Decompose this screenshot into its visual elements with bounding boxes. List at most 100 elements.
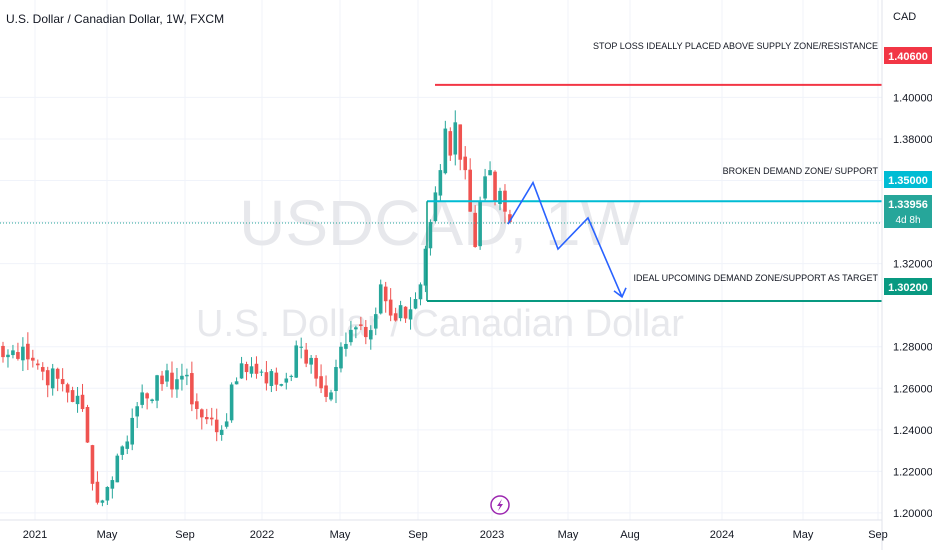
candle-body	[70, 390, 75, 402]
candle-body	[314, 357, 318, 379]
candle-body	[219, 429, 224, 435]
candle-body	[339, 346, 343, 369]
candle-body	[6, 354, 10, 358]
candle-body	[175, 379, 179, 390]
candle-body	[294, 345, 299, 378]
grid	[0, 0, 882, 520]
price-tick: 1.32000	[893, 259, 932, 271]
candle-body	[438, 170, 443, 196]
candle-body	[50, 368, 55, 389]
candle-body	[110, 480, 115, 489]
candle-body	[180, 375, 184, 380]
candle-body	[16, 352, 20, 359]
candle-body	[60, 379, 65, 385]
candle-body	[289, 375, 294, 377]
candle-body	[170, 372, 174, 390]
candle-body	[274, 372, 279, 385]
symbol-title[interactable]: U.S. Dollar / Canadian Dollar, 1W, FXCM	[6, 12, 225, 26]
candle-body	[21, 346, 25, 361]
candle-body	[269, 371, 274, 386]
candle-body	[195, 401, 199, 409]
candle-body	[259, 371, 264, 373]
broken-demand-tag-label: 1.35000	[888, 175, 928, 187]
projection-line	[507, 180, 623, 298]
candle-body	[488, 170, 492, 176]
candle-body	[349, 329, 353, 343]
candle-body	[229, 384, 234, 421]
event-marker[interactable]	[490, 495, 510, 515]
price-tick: 1.20000	[893, 508, 932, 520]
lightning-bolt	[497, 499, 503, 511]
stop-loss-tag-label: 1.40600	[888, 51, 928, 63]
candle-body	[334, 366, 338, 392]
candle-body	[493, 171, 497, 202]
candle-body	[413, 299, 418, 309]
price-tick: 1.22000	[893, 466, 932, 478]
candle-body	[80, 394, 85, 410]
price-tick: 1.38000	[893, 134, 932, 146]
candle-body	[120, 446, 125, 455]
price-tick: 1.24000	[893, 425, 932, 437]
candle-body	[31, 357, 35, 361]
watermark-name: U.S. Dollar / Canadian Dollar	[196, 303, 684, 345]
levels	[0, 83, 882, 303]
candle-body	[264, 372, 269, 384]
candle-body	[383, 286, 388, 302]
current-price-tag	[884, 195, 932, 228]
target-tag-label: 1.30200	[888, 282, 928, 294]
candle-body	[458, 124, 463, 160]
candle-body	[214, 419, 219, 433]
candle-body	[329, 392, 333, 400]
candle-body	[344, 343, 348, 349]
candle-body	[224, 421, 229, 427]
time-tick: Sep	[408, 529, 428, 541]
candle-body	[160, 375, 164, 385]
candle-body	[508, 214, 512, 223]
candle-body	[378, 284, 383, 314]
candle-body	[209, 417, 214, 420]
candle-body	[418, 284, 423, 300]
candle-body	[11, 350, 15, 356]
time-tick: 2022	[250, 529, 274, 541]
candle-body	[393, 313, 398, 321]
time-tick: 2024	[710, 529, 734, 541]
candle-body	[254, 363, 259, 374]
time-tick: 2021	[23, 529, 47, 541]
candle-body	[324, 385, 328, 397]
price-tick: 1.28000	[893, 342, 932, 354]
watermark: USDCAD, 1W U.S. Dollar / Canadian Dollar	[196, 187, 684, 345]
candle-body	[1, 345, 5, 358]
candle-body	[473, 212, 477, 247]
time-tick: Aug	[620, 529, 640, 541]
candles	[1, 110, 512, 507]
candle-body	[388, 299, 393, 316]
candle-body	[468, 169, 472, 212]
candle-body	[234, 381, 239, 385]
candle-body	[145, 393, 149, 399]
time-tick: May	[97, 529, 118, 541]
candle-body	[130, 417, 135, 445]
candle-body	[55, 368, 60, 379]
annotations: STOP LOSS IDEALLY PLACED ABOVE SUPPLY ZO…	[593, 41, 878, 283]
time-axis[interactable]: 2021 May Sep 2022 May Sep 2023 May Aug 2024 May Sep	[0, 519, 888, 541]
candle-body	[403, 306, 408, 319]
candle-body	[65, 384, 70, 393]
countdown-label: 4d 8h	[895, 215, 920, 226]
candle-body	[299, 346, 303, 348]
candle-body	[140, 392, 144, 405]
candle-body	[105, 486, 110, 501]
price-axis[interactable]: CAD 1.400001.380001.360001.340001.320001…	[881, 0, 932, 550]
candle-body	[443, 128, 448, 174]
candle-body	[26, 343, 30, 360]
candle-body	[478, 201, 482, 247]
candle-body	[354, 327, 358, 330]
candle-body	[75, 395, 80, 405]
candle-body	[498, 190, 502, 205]
projection-arrowhead	[613, 287, 627, 299]
candle-body	[398, 305, 403, 319]
candle-body	[200, 409, 204, 418]
projection-path	[507, 180, 627, 299]
candle-body	[150, 399, 154, 402]
